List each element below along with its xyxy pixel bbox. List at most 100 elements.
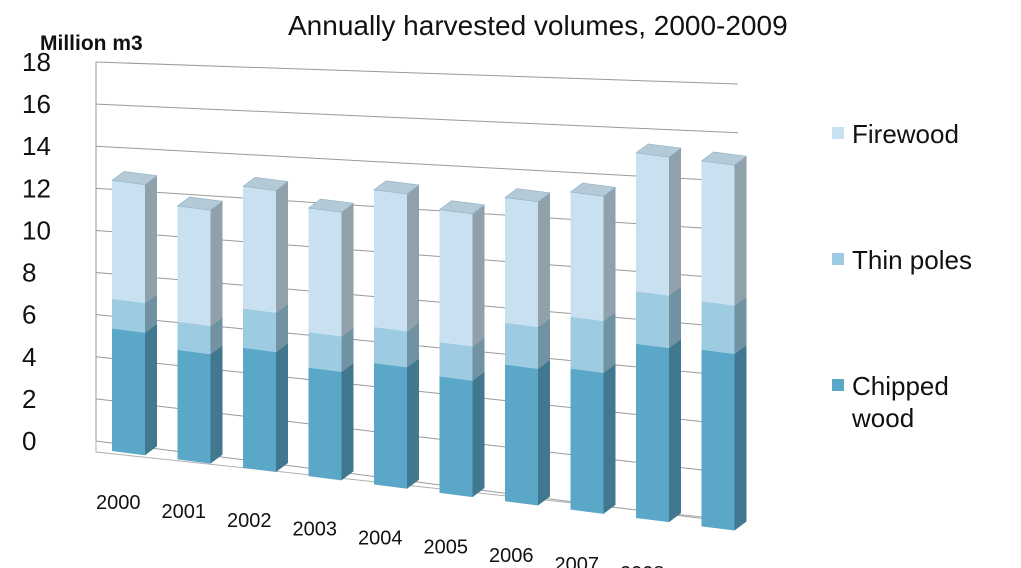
bar-side-2000-chipped-wood [145, 323, 157, 456]
bar-2003-firewood [308, 208, 342, 337]
bar-top-2009 [700, 151, 748, 166]
bar-side-2001-chipped-wood [210, 345, 223, 464]
bar-2003-thin-poles [308, 332, 342, 372]
bar-top-2008 [635, 143, 682, 158]
bar-2006-firewood [505, 197, 538, 327]
y-tick-label: 6 [22, 300, 36, 330]
bar-2005-chipped-wood [439, 376, 473, 498]
x-tick-label-2003: 2003 [293, 519, 338, 541]
legend-item-chipped-wood: Chipped wood [832, 370, 1002, 434]
bar-side-2003-chipped-wood [341, 362, 354, 481]
bar-top-2006 [504, 188, 551, 203]
bar-2004-thin-poles [374, 327, 407, 368]
bar-top-2005 [438, 200, 486, 215]
bar-top-2000 [111, 171, 158, 185]
bar-side-2008-firewood [669, 148, 681, 296]
bar-side-2005-firewood [472, 204, 485, 347]
bar-top-2002 [242, 177, 289, 191]
bar-2000-thin-poles [112, 298, 145, 333]
y-tick-label: 16 [22, 89, 51, 119]
bar-side-2007-thin-poles [603, 311, 616, 373]
legend-item-firewood: Firewood [832, 118, 1002, 150]
bar-2005-thin-poles [439, 342, 473, 381]
bar-side-2003-thin-poles [341, 327, 354, 372]
legend-label-firewood: Firewood [852, 119, 959, 149]
bar-side-2004-chipped-wood [407, 358, 419, 489]
y-tick-label: 2 [22, 384, 36, 414]
y-tick-label: 8 [22, 258, 36, 288]
bar-2001-chipped-wood [177, 349, 211, 464]
x-tick-label-2002: 2002 [227, 510, 272, 532]
bar-side-2003-firewood [341, 203, 354, 337]
gridline [95, 103, 739, 134]
chart-title: Annually harvested volumes, 2000-2009 [288, 10, 788, 41]
bar-side-2007-firewood [603, 187, 616, 321]
legend-item-thin-poles: Thin poles [832, 244, 1002, 276]
bar-top-2007 [569, 182, 617, 197]
x-tick-label-2005: 2005 [424, 536, 469, 558]
bar-side-2008-chipped-wood [669, 339, 681, 523]
bar-2006-chipped-wood [505, 364, 538, 506]
bar-2004-chipped-wood [374, 363, 407, 489]
bar-2004-firewood [374, 189, 407, 332]
bar-2000-firewood [112, 180, 145, 304]
bar-side-2004-firewood [407, 184, 419, 332]
bar-2000-chipped-wood [112, 328, 145, 456]
bar-side-2000-thin-poles [145, 294, 157, 333]
bar-2002-chipped-wood [243, 347, 276, 472]
bar-2003-chipped-wood [308, 367, 342, 481]
bar-2002-thin-poles [243, 308, 276, 352]
bar-2002-firewood [243, 186, 276, 313]
bar-side-2006-chipped-wood [538, 359, 550, 506]
bar-2005-firewood [439, 209, 473, 347]
bar-top-2003 [307, 198, 355, 213]
y-axis-label: Million m3 [40, 32, 143, 55]
gridline [95, 145, 739, 183]
bar-side-2008-thin-poles [669, 286, 681, 349]
bar-side-2009-firewood [734, 156, 747, 306]
bar-side-2002-firewood [276, 181, 288, 313]
bar-side-2000-firewood [145, 175, 157, 304]
bar-side-2006-thin-poles [538, 317, 550, 369]
bar-side-2001-firewood [210, 201, 223, 327]
y-tick-label: 10 [22, 215, 51, 245]
bar-2008-chipped-wood [636, 343, 669, 523]
legend-swatch-firewood [832, 127, 844, 139]
y-tick-label: 0 [22, 426, 36, 456]
y-tick-label: 4 [22, 342, 36, 372]
legend-swatch-chipped-wood [832, 379, 844, 391]
bar-2007-chipped-wood [570, 368, 604, 514]
bar-side-2005-thin-poles [472, 337, 485, 381]
x-tick-label-2004: 2004 [358, 528, 403, 550]
legend-label-thin-poles: Thin poles [852, 245, 972, 275]
bar-2007-firewood [570, 192, 604, 321]
bar-2007-thin-poles [570, 316, 604, 373]
bar-2009-chipped-wood [701, 349, 735, 531]
bar-side-2004-thin-poles [407, 322, 419, 368]
bar-side-2001-thin-poles [210, 317, 223, 355]
bar-side-2009-chipped-wood [734, 344, 747, 531]
bar-2001-firewood [177, 205, 211, 327]
bar-side-2007-chipped-wood [603, 363, 616, 514]
bar-side-2002-chipped-wood [276, 342, 288, 472]
bar-2001-thin-poles [177, 321, 211, 355]
x-tick-label-2008: 2008 [620, 563, 665, 568]
x-tick-label-2001: 2001 [162, 501, 207, 523]
gridline [95, 61, 739, 85]
y-tick-label: 14 [22, 131, 51, 161]
y-tick-label: 18 [22, 47, 51, 77]
legend-swatch-thin-poles [832, 253, 844, 265]
bar-2006-thin-poles [505, 322, 538, 369]
bar-2009-thin-poles [701, 301, 735, 354]
bar-side-2005-chipped-wood [472, 371, 485, 498]
bar-2009-firewood [701, 160, 735, 306]
bar-side-2002-thin-poles [276, 303, 288, 352]
bar-side-2006-firewood [538, 192, 550, 327]
x-tick-label-2006: 2006 [489, 545, 534, 567]
x-tick-label-2007: 2007 [555, 554, 600, 568]
bar-2008-thin-poles [636, 291, 669, 349]
bar-top-2001 [176, 196, 224, 211]
x-tick-label-2000: 2000 [96, 492, 141, 514]
bar-top-2004 [373, 180, 420, 195]
